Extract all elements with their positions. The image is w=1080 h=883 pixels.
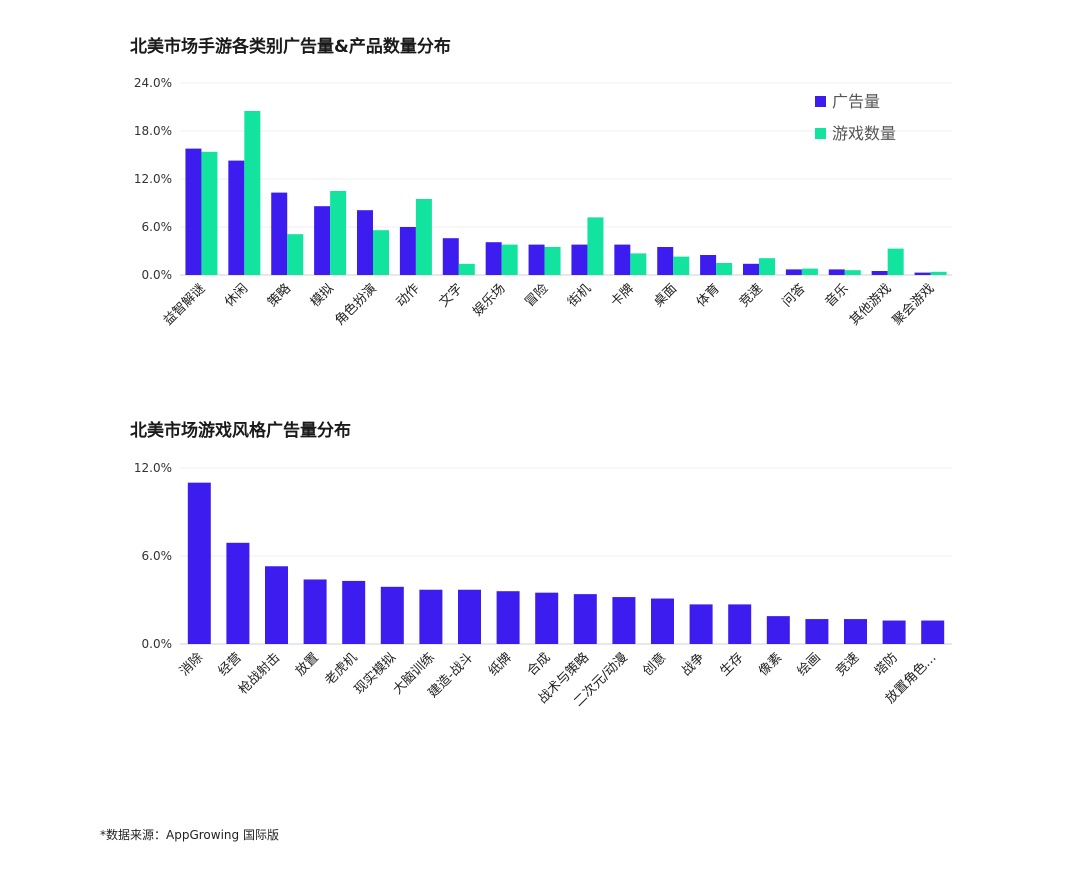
chart2-title: 北美市场游戏风格广告量分布 xyxy=(130,421,351,441)
bar xyxy=(614,244,631,275)
bar xyxy=(458,589,481,644)
bar xyxy=(501,244,518,275)
bar xyxy=(805,619,829,644)
bar xyxy=(844,270,861,275)
bar xyxy=(914,272,931,275)
bar xyxy=(673,256,690,275)
x-tick-label: 放置 xyxy=(293,650,322,679)
bar xyxy=(419,589,443,644)
y-tick-label: 6.0% xyxy=(142,220,173,234)
bar xyxy=(930,271,947,275)
bar xyxy=(657,247,674,275)
bar xyxy=(921,620,945,644)
bar xyxy=(185,148,202,275)
x-tick-label: 消除 xyxy=(177,650,206,679)
bar xyxy=(287,234,304,275)
bar xyxy=(785,269,802,275)
legend-swatch xyxy=(815,128,826,139)
y-tick-label: 6.0% xyxy=(142,549,173,563)
x-tick-label: 纸牌 xyxy=(485,650,515,680)
bar xyxy=(544,247,561,275)
x-tick-label: 生存 xyxy=(718,650,747,679)
bar xyxy=(342,580,366,644)
x-tick-label: 战争 xyxy=(679,650,708,679)
bar xyxy=(244,111,261,275)
bar xyxy=(442,238,459,275)
bar xyxy=(303,579,327,644)
bar xyxy=(228,160,245,275)
bar xyxy=(373,230,389,275)
x-tick-label: 经营 xyxy=(216,650,245,679)
bar xyxy=(759,258,775,275)
bar xyxy=(612,597,636,644)
bar xyxy=(743,263,759,275)
bar xyxy=(700,255,717,275)
bar xyxy=(728,604,752,644)
x-tick-label: 塔防 xyxy=(871,650,901,680)
x-tick-label: 竞速 xyxy=(833,650,863,680)
bar xyxy=(415,199,432,275)
bar xyxy=(535,592,559,644)
bar xyxy=(587,217,604,275)
bar xyxy=(630,253,647,275)
bar xyxy=(380,586,404,644)
y-tick-label: 12.0% xyxy=(134,461,172,475)
bar xyxy=(458,263,475,275)
y-tick-label: 18.0% xyxy=(134,124,172,138)
bar xyxy=(485,242,502,275)
bar xyxy=(399,227,416,275)
y-tick-label: 0.0% xyxy=(142,637,173,651)
y-tick-label: 0.0% xyxy=(142,268,173,282)
legend-label: 游戏数量 xyxy=(832,124,896,143)
x-tick-label: 现实模拟 xyxy=(352,650,399,697)
bar xyxy=(871,271,888,275)
bar xyxy=(201,151,218,275)
bar xyxy=(528,244,545,275)
data-source-note: *数据来源：AppGrowing 国际版 xyxy=(100,828,279,842)
bar xyxy=(844,619,867,644)
bar xyxy=(330,191,347,275)
bar xyxy=(571,244,588,275)
x-tick-label: 像素 xyxy=(756,650,785,679)
y-tick-label: 24.0% xyxy=(134,76,172,90)
bar xyxy=(716,263,733,275)
bar xyxy=(766,616,790,644)
bar xyxy=(828,269,845,275)
bar xyxy=(801,268,818,275)
bar xyxy=(882,620,906,644)
chart1-title: 北美市场手游各类别广告量&产品数量分布 xyxy=(130,37,451,57)
bar xyxy=(887,248,904,275)
x-tick-label: 绘画 xyxy=(795,650,824,679)
bar xyxy=(357,210,373,275)
x-tick-label: 创意 xyxy=(640,650,670,680)
bar xyxy=(314,206,331,275)
legend-label: 广告量 xyxy=(832,92,880,111)
bar xyxy=(226,542,250,644)
legend-swatch xyxy=(815,96,826,107)
x-tick-label: 枪战射击 xyxy=(235,650,283,698)
bar xyxy=(187,482,211,644)
bar xyxy=(651,598,674,644)
bar xyxy=(271,192,288,275)
bar xyxy=(265,566,288,644)
x-tick-label: 合成 xyxy=(525,650,554,679)
bar xyxy=(496,591,520,644)
bar xyxy=(689,604,713,644)
y-tick-label: 12.0% xyxy=(134,172,172,186)
bar xyxy=(573,594,597,644)
